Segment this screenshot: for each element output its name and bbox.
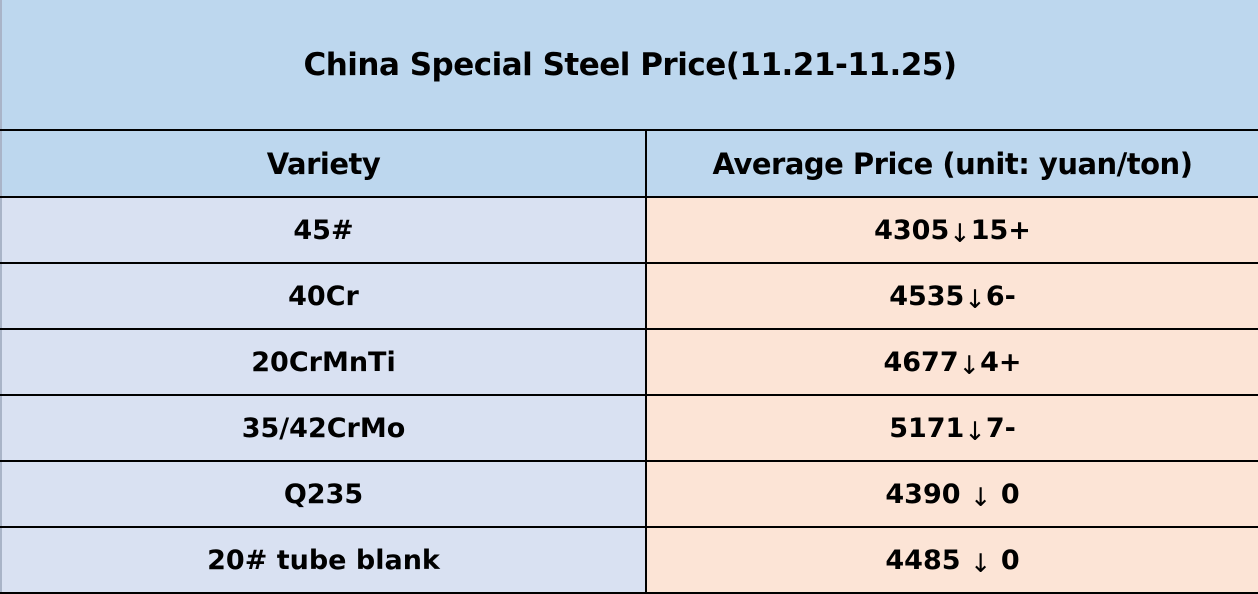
page-title: China Special Steel Price(11.21-11.25) <box>0 0 1258 131</box>
variety-cell: Q235 <box>0 460 647 528</box>
variety-cell: 20# tube blank <box>0 526 647 594</box>
table-title-row: China Special Steel Price(11.21-11.25) <box>0 0 1258 131</box>
price-cell: 4390 ↓ 0 <box>644 460 1258 528</box>
price-cell: 5171↓7- <box>644 394 1258 462</box>
price-change: 0 <box>991 544 1020 576</box>
price-change: 0 <box>991 478 1020 510</box>
price-value: 4485 <box>885 544 970 576</box>
down-arrow-icon: ↓ <box>969 482 992 513</box>
price-value: 4390 <box>885 478 970 510</box>
price-change: 6- <box>985 280 1016 312</box>
down-arrow-icon: ↓ <box>964 284 986 315</box>
price-value: 4535 <box>889 280 965 312</box>
table-row: 20CrMnTi 4677↓4+ <box>0 328 1258 396</box>
table-row: 45# 4305↓15+ <box>0 196 1258 264</box>
table-row: 40Cr 4535↓6- <box>0 262 1258 330</box>
price-cell: 4305↓15+ <box>644 196 1258 264</box>
down-arrow-icon: ↓ <box>969 548 992 579</box>
variety-cell: 40Cr <box>0 262 647 330</box>
table-header-row: Variety Average Price (unit: yuan/ton) <box>0 129 1258 198</box>
variety-cell: 35/42CrMo <box>0 394 647 462</box>
variety-cell: 20CrMnTi <box>0 328 647 396</box>
down-arrow-icon: ↓ <box>964 416 986 447</box>
down-arrow-icon: ↓ <box>949 218 971 249</box>
price-change: 4+ <box>980 346 1022 378</box>
price-value: 4305 <box>874 214 950 246</box>
price-cell: 4535↓6- <box>644 262 1258 330</box>
price-value: 4677 <box>883 346 959 378</box>
price-change: 15+ <box>970 214 1031 246</box>
table-row: 20# tube blank 4485 ↓ 0 <box>0 526 1258 594</box>
down-arrow-icon: ↓ <box>958 350 981 381</box>
column-header-price: Average Price (unit: yuan/ton) <box>644 129 1258 198</box>
price-change: 7- <box>985 412 1016 444</box>
price-value: 5171 <box>889 412 965 444</box>
table-row: Q235 4390 ↓ 0 <box>0 460 1258 528</box>
variety-cell: 45# <box>0 196 647 264</box>
price-cell: 4677↓4+ <box>644 328 1258 396</box>
table-row: 35/42CrMo 5171↓7- <box>0 394 1258 462</box>
column-header-variety: Variety <box>0 129 647 198</box>
price-cell: 4485 ↓ 0 <box>644 526 1258 594</box>
